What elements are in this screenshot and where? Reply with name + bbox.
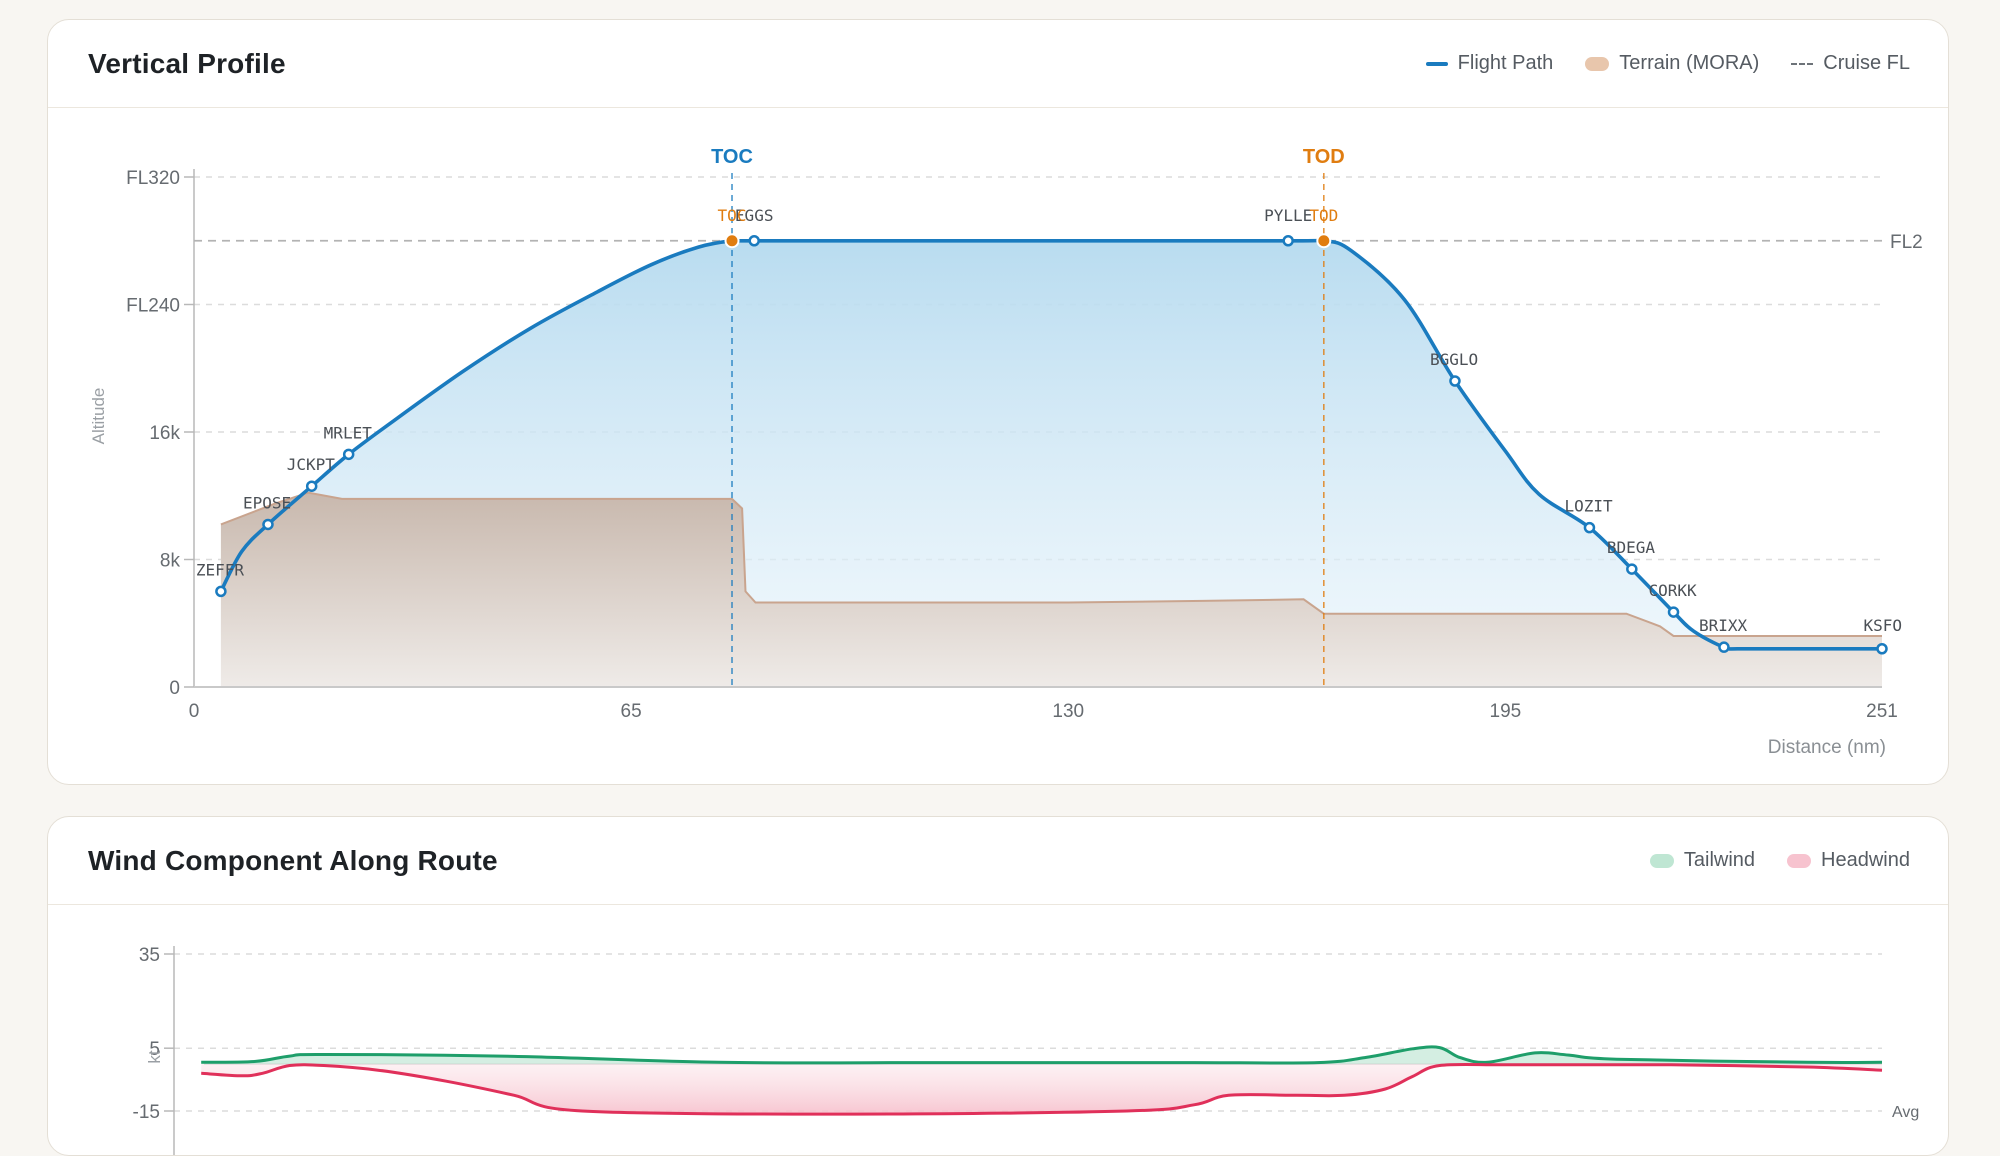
x-tick-label: 251: [1866, 701, 1898, 722]
headwind-swatch: [1787, 853, 1812, 868]
tod-marker-label: TOD: [1303, 146, 1345, 168]
waypoint-marker: [305, 480, 318, 492]
waypoint-marker: [748, 235, 760, 247]
vertical-profile-chart: 0 8k 16k FL240 FL320 FL2 TOC TOD ZEFFR EPOSE JCKPT…: [89, 146, 1923, 758]
vertical-profile-panel: Vertical Profile Flight Path Terrain (MO…: [47, 19, 1949, 785]
legend-terrain-label: Terrain (MORA): [1619, 52, 1760, 74]
headwind-line: [201, 1062, 1883, 1116]
y-tick-label: 5: [149, 1039, 160, 1060]
waypoint-label: JCKPT: [287, 455, 336, 474]
waypoint-marker: [1449, 375, 1461, 387]
waypoint-marker: [1282, 235, 1294, 247]
legend-headwind-label: Headwind: [1821, 849, 1910, 871]
legend-headwind[interactable]: Headwind: [1787, 849, 1910, 872]
x-axis-title: Distance (nm): [1768, 737, 1886, 758]
x-tick-label: 195: [1490, 701, 1522, 722]
tod-point-label: TOD: [1309, 206, 1338, 225]
legend-cruise-label: Cruise FL: [1823, 52, 1910, 74]
y-tick-label: -15: [133, 1102, 160, 1123]
x-tick-label: 65: [621, 701, 642, 722]
y-tick-label: 0: [169, 678, 180, 699]
x-tick-label: 0: [189, 701, 200, 722]
waypoint-marker: [1583, 521, 1596, 534]
legend-flight-path-label: Flight Path: [1457, 52, 1554, 74]
vertical-profile-legend: Flight Path Terrain (MORA) Cruise FL: [1425, 52, 1910, 75]
wind-component-panel: Wind Component Along Route Tailwind Head…: [47, 816, 1949, 1156]
toc-marker-label: TOC: [711, 146, 753, 168]
vertical-profile-title: Vertical Profile: [88, 48, 286, 79]
legend-tailwind[interactable]: Tailwind: [1649, 849, 1756, 872]
y-tick-label: 16k: [149, 423, 180, 444]
waypoint-marker: [342, 448, 355, 461]
average-label: Avg: [1892, 1104, 1919, 1121]
terrain-swatch: [1585, 56, 1610, 71]
waypoint-marker: [215, 585, 227, 598]
flight-path-swatch: [1425, 61, 1448, 66]
legend-terrain[interactable]: Terrain (MORA): [1585, 52, 1759, 75]
waypoint-marker: [1626, 563, 1638, 575]
waypoint-label: MRLET: [324, 423, 373, 442]
cruise-level-label: FL2: [1890, 232, 1923, 253]
toc-point: [724, 233, 740, 249]
legend-cruise[interactable]: Cruise FL: [1791, 52, 1910, 75]
waypoint-label: PYLLE: [1264, 206, 1312, 225]
toc-point-label: TOC: [718, 206, 747, 225]
waypoint-label: EPOSE: [243, 493, 291, 512]
y-tick-label: 8k: [160, 551, 181, 572]
waypoint-label: ZEFFR: [196, 560, 245, 579]
x-tick-label: 130: [1052, 701, 1084, 722]
headwind-area: [201, 1063, 1883, 1115]
vertical-profile-header: Vertical Profile Flight Path Terrain (MO…: [48, 20, 1948, 108]
tailwind-swatch: [1649, 853, 1674, 868]
y-axis-title: kt: [145, 1050, 164, 1064]
tod-point: [1316, 233, 1332, 249]
waypoint-marker: [1667, 606, 1680, 618]
y-tick-label: FL240: [126, 296, 180, 317]
tailwind-line: [201, 1045, 1883, 1065]
terrain-outline: [220, 491, 1882, 637]
terrain-area: [220, 492, 1882, 687]
waypoint-marker: [1718, 641, 1730, 653]
waypoint-label: BGGLO: [1430, 350, 1478, 369]
legend-tailwind-label: Tailwind: [1683, 849, 1756, 871]
waypoint-label: CORKK: [1649, 581, 1698, 600]
waypoint-marker: [262, 518, 274, 531]
y-axis-title: Altitude: [89, 388, 108, 445]
waypoint-label: BDEGA: [1607, 538, 1656, 557]
y-tick-label: 35: [139, 945, 160, 966]
legend-flight-path[interactable]: Flight Path: [1425, 52, 1554, 75]
wind-header: Wind Component Along Route Tailwind Head…: [48, 817, 1948, 905]
waypoint-label: LOZIT: [1564, 497, 1613, 516]
y-tick-label: FL320: [126, 168, 180, 189]
cruise-swatch: [1791, 62, 1814, 65]
waypoint-label: KSFO: [1863, 616, 1902, 635]
waypoint-label: EGGS: [735, 206, 774, 225]
wind-title: Wind Component Along Route: [88, 845, 498, 876]
waypoint-marker: [1876, 643, 1888, 655]
wind-component-chart: 35 5 -15 Avg kt: [133, 945, 1919, 1155]
wind-legend: Tailwind Headwind: [1649, 849, 1910, 872]
waypoint-label: BRIXX: [1699, 616, 1748, 635]
